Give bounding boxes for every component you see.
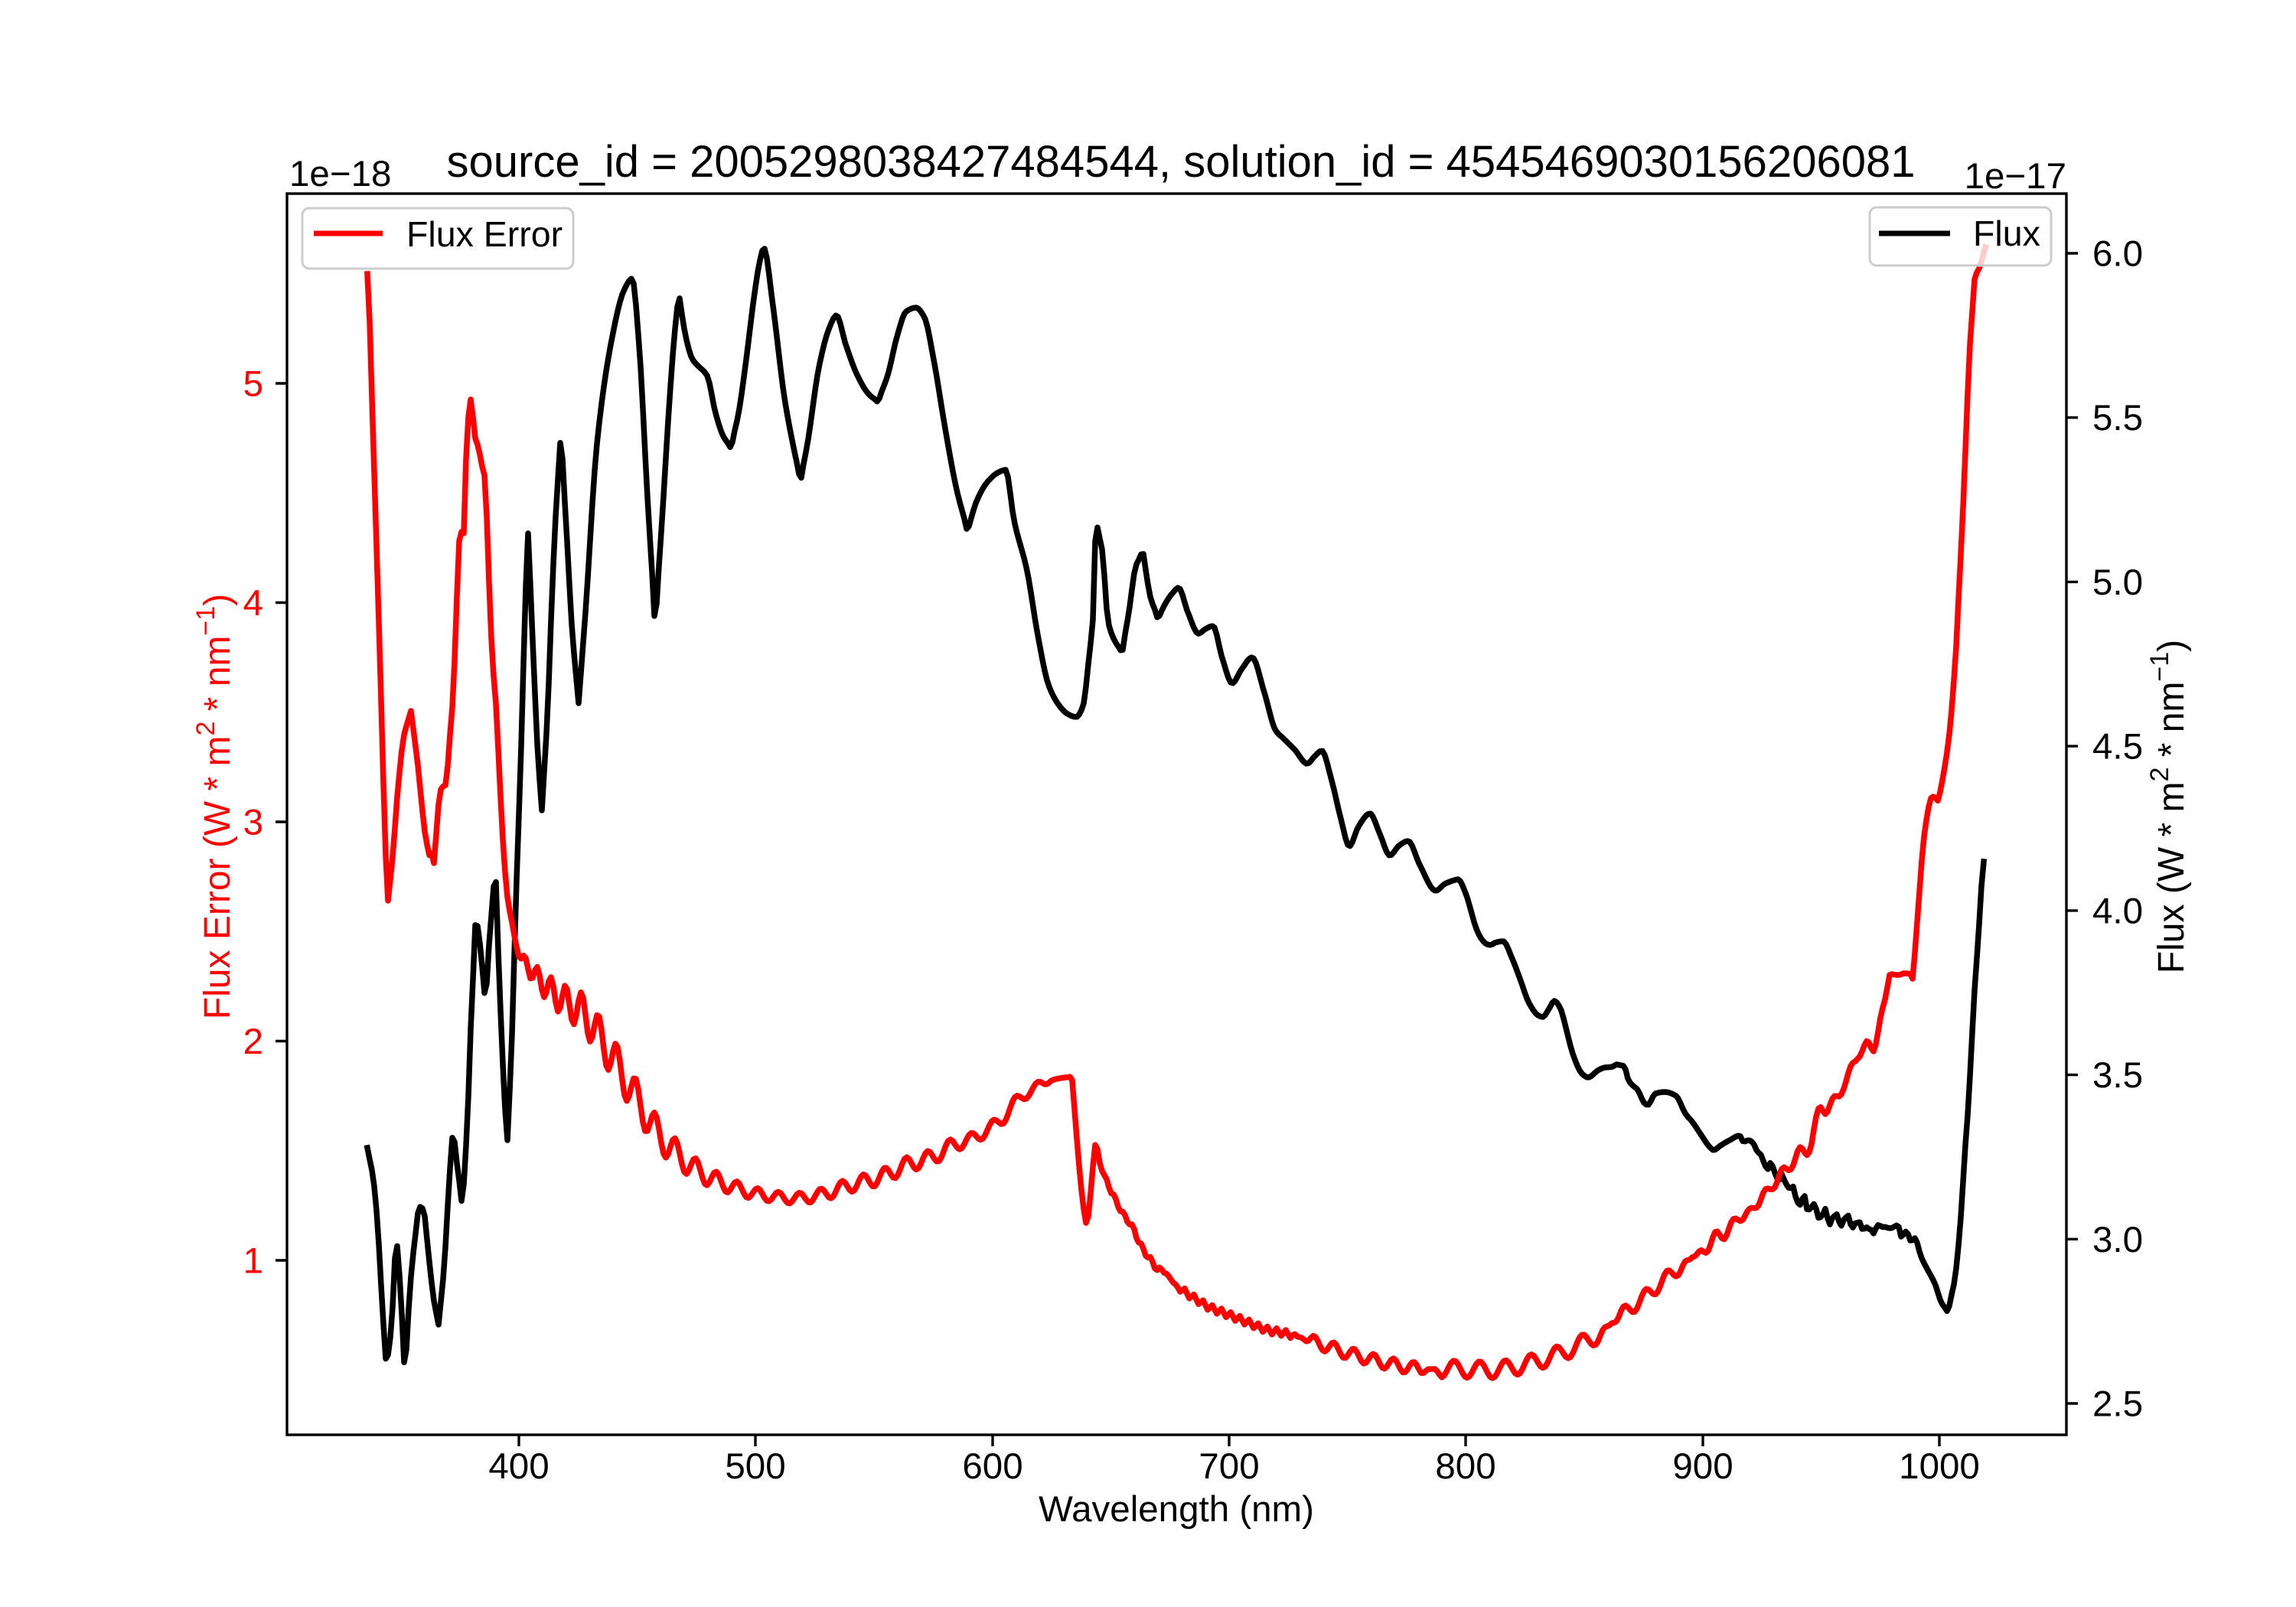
svg-text:1e−17: 1e−17	[1965, 156, 2066, 197]
svg-text:2.5: 2.5	[2092, 1384, 2143, 1425]
svg-text:5: 5	[243, 364, 263, 405]
svg-text:800: 800	[1435, 1446, 1495, 1487]
svg-text:5.0: 5.0	[2092, 562, 2143, 603]
svg-text:4.0: 4.0	[2092, 891, 2143, 931]
svg-text:3.0: 3.0	[2092, 1220, 2143, 1260]
svg-text:Flux (W * m2 * nm−1): Flux (W * m2 * nm−1)	[2145, 640, 2192, 973]
svg-text:900: 900	[1672, 1446, 1733, 1487]
svg-text:Flux: Flux	[1973, 214, 2040, 253]
svg-text:1e−18: 1e−18	[289, 154, 391, 194]
svg-text:Flux Error (W * m2 * nm−1): Flux Error (W * m2 * nm−1)	[191, 594, 238, 1019]
svg-text:source_id = 200529803842748454: source_id = 2005298038427484544, solutio…	[447, 137, 1916, 187]
svg-text:4.5: 4.5	[2092, 727, 2143, 768]
svg-text:1000: 1000	[1899, 1446, 1980, 1487]
svg-text:600: 600	[962, 1446, 1022, 1487]
svg-text:4: 4	[243, 583, 263, 624]
svg-text:Flux Error: Flux Error	[406, 214, 563, 254]
svg-text:500: 500	[725, 1446, 785, 1487]
svg-text:Wavelength (nm): Wavelength (nm)	[1039, 1489, 1314, 1530]
svg-text:2: 2	[243, 1022, 263, 1062]
svg-text:400: 400	[488, 1446, 549, 1487]
svg-text:700: 700	[1199, 1446, 1259, 1487]
svg-text:6.0: 6.0	[2092, 234, 2143, 275]
svg-text:1: 1	[243, 1241, 263, 1282]
svg-text:3: 3	[243, 803, 263, 843]
svg-text:5.5: 5.5	[2092, 398, 2143, 438]
svg-text:3.5: 3.5	[2092, 1055, 2143, 1096]
